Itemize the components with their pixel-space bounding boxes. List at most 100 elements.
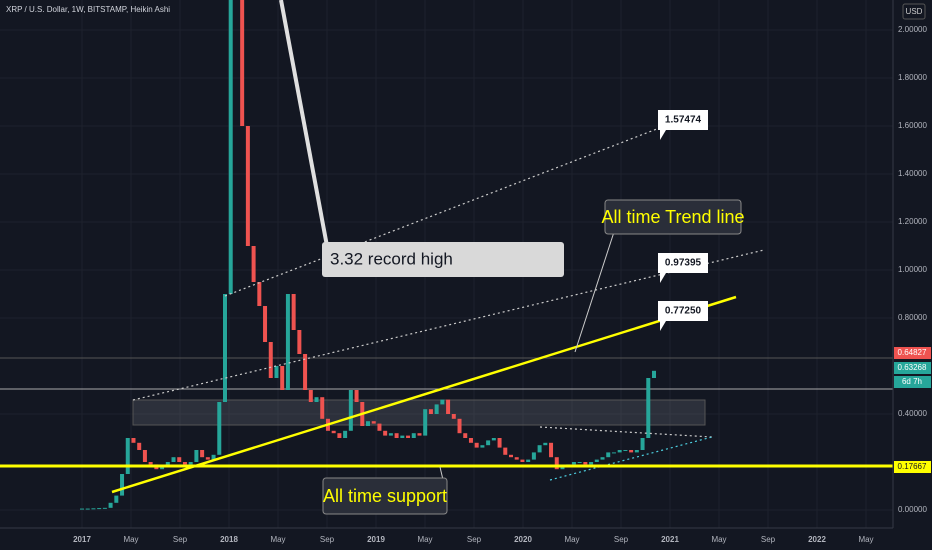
candle-body xyxy=(514,457,519,460)
candle-body xyxy=(245,126,250,246)
x-tick-label: May xyxy=(417,535,432,544)
channel-top xyxy=(224,119,681,297)
candle-body xyxy=(646,378,651,438)
candle-body xyxy=(211,454,216,460)
candle-body xyxy=(486,440,491,446)
candle-body xyxy=(177,457,182,462)
candle-body xyxy=(434,404,439,414)
price-tag-label: 0.64827 xyxy=(898,348,927,357)
x-tick-label: 2017 xyxy=(73,535,91,544)
callout-box xyxy=(658,301,708,331)
candle-body xyxy=(491,438,496,441)
support-box xyxy=(322,477,448,515)
candle-body xyxy=(137,442,142,450)
candle-body xyxy=(91,508,96,510)
candle-body xyxy=(623,450,628,451)
x-tick-label: 2018 xyxy=(220,535,238,544)
candle-body xyxy=(131,438,136,443)
range-box xyxy=(132,399,706,426)
candle-body xyxy=(223,294,227,402)
candle-body xyxy=(165,462,170,467)
record-pointer xyxy=(279,0,329,247)
candle-body xyxy=(337,433,342,438)
candle-body xyxy=(188,462,193,465)
trend-pointer xyxy=(574,231,615,353)
candle-body xyxy=(102,507,107,509)
x-tick-label: May xyxy=(711,535,726,544)
price-tag xyxy=(894,461,931,473)
callout-text: 0.77250 xyxy=(665,306,702,317)
candle-body xyxy=(377,423,382,431)
candle-body xyxy=(537,445,542,453)
currency: USD xyxy=(906,7,923,16)
candle-body xyxy=(560,466,565,470)
triangle-top xyxy=(539,426,713,438)
y-axis-bg xyxy=(893,0,932,550)
candle-body xyxy=(114,495,119,503)
candle-body xyxy=(617,450,622,453)
y-tick-label: 1.20000 xyxy=(898,217,927,226)
candle-body xyxy=(406,435,411,438)
candle-body xyxy=(589,462,594,465)
candle-body xyxy=(303,354,308,390)
candle-body xyxy=(343,430,348,438)
candle-body xyxy=(503,447,508,455)
candle-body xyxy=(348,390,353,431)
trend-box xyxy=(604,199,742,235)
candle-body xyxy=(200,450,205,458)
candle-body xyxy=(446,399,451,414)
candle-body xyxy=(594,459,599,462)
candle-body xyxy=(440,399,445,405)
currency-box xyxy=(902,3,926,20)
candle-body xyxy=(142,450,147,462)
x-tick-label: 2021 xyxy=(661,535,679,544)
candle-body xyxy=(577,462,582,463)
candle-body xyxy=(509,454,513,458)
candle-body xyxy=(371,421,376,424)
candle-body xyxy=(285,294,290,390)
record-text: 3.32 record high xyxy=(330,249,453,268)
trend-line xyxy=(111,295,737,494)
y-tick-label: 1.00000 xyxy=(898,265,927,274)
candle-body xyxy=(240,0,245,126)
candle-body xyxy=(611,452,616,454)
x-tick-label: 2020 xyxy=(514,535,532,544)
candle-body xyxy=(423,409,428,436)
candle-body xyxy=(411,433,416,438)
candles xyxy=(80,0,656,510)
y-tick-label: 0.40000 xyxy=(898,409,927,418)
candle-body xyxy=(634,450,639,453)
y-tick-label: 2.00000 xyxy=(898,25,927,34)
support-text: All time support xyxy=(323,486,447,506)
candle-body xyxy=(148,462,153,465)
candle-body xyxy=(468,438,473,443)
candle-body xyxy=(400,435,405,438)
candle-body xyxy=(331,430,336,434)
price-tag xyxy=(894,376,931,388)
x-tick-label: May xyxy=(564,535,579,544)
trend-text: All time Trend line xyxy=(601,207,744,227)
y-tick-label: 1.60000 xyxy=(898,121,927,130)
x-tick-label: Sep xyxy=(173,535,188,544)
candle-body xyxy=(388,433,393,436)
candle-body xyxy=(228,0,233,294)
candle-body xyxy=(280,366,285,390)
callouts: 1.57474 0.97395 0.77250 xyxy=(658,110,708,331)
candle-body xyxy=(520,459,525,462)
candle-body xyxy=(354,390,359,402)
candle-body xyxy=(85,508,90,510)
candle-body xyxy=(97,508,102,510)
candle-body xyxy=(652,370,656,378)
candle-body xyxy=(640,438,645,450)
candle-body xyxy=(480,445,485,448)
candle-body xyxy=(205,457,210,460)
callout-box xyxy=(658,110,708,140)
y-tick-label: 1.40000 xyxy=(898,169,927,178)
candle-body xyxy=(194,450,199,462)
candle-body xyxy=(268,342,273,378)
price-tag-label: 0.63268 xyxy=(898,363,927,372)
candle-body xyxy=(251,246,256,282)
price-tag-label: 6d 7h xyxy=(902,377,922,386)
candle-body xyxy=(160,466,165,470)
